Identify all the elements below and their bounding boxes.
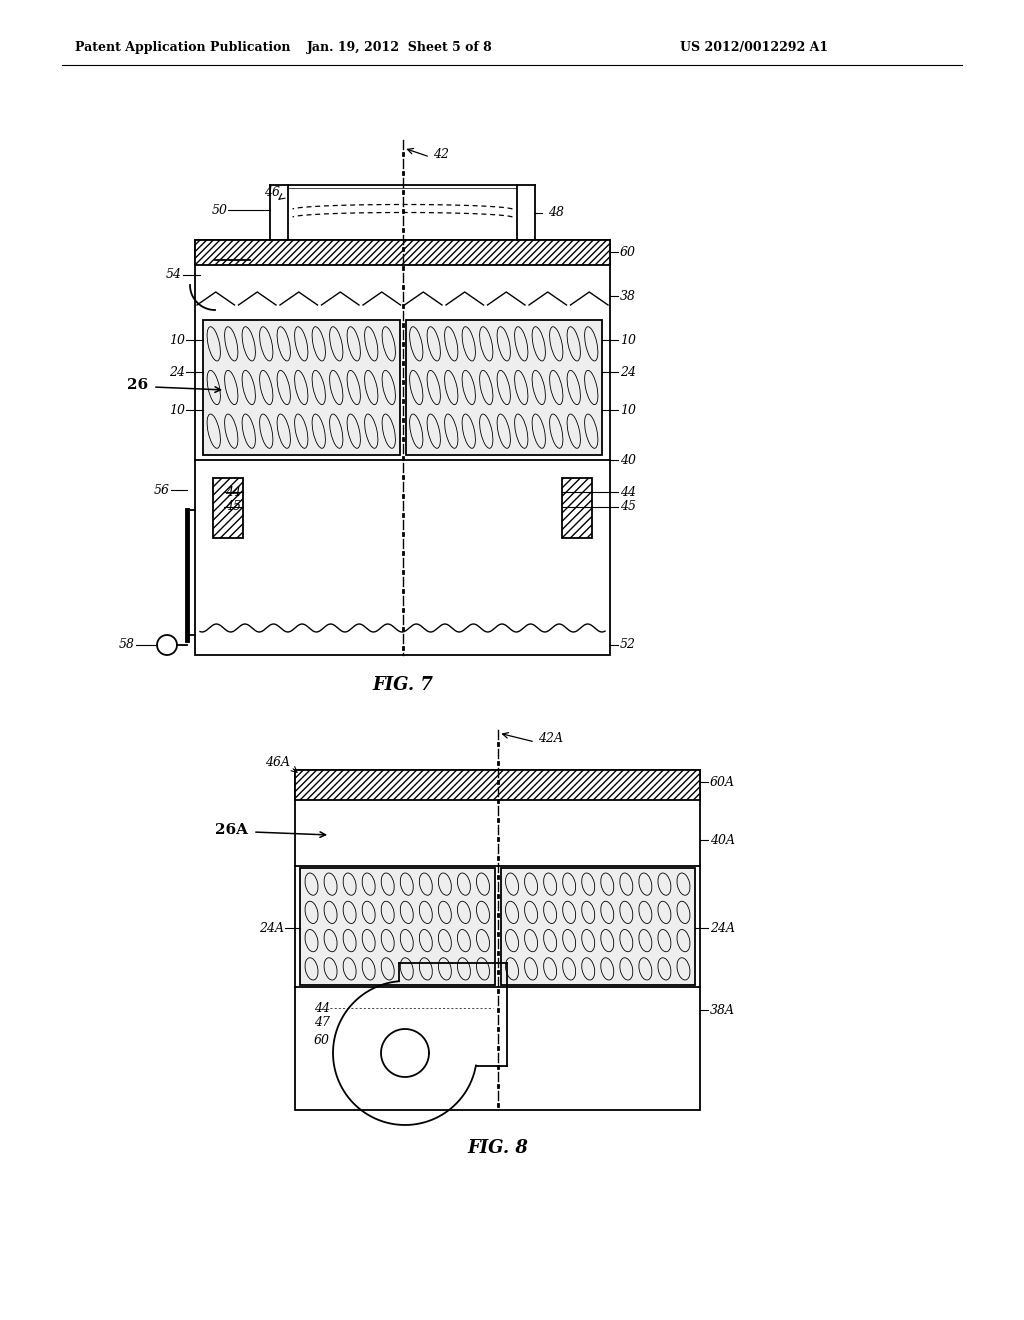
Text: 40: 40 (620, 454, 636, 466)
Text: 44: 44 (620, 486, 636, 499)
Text: 48: 48 (548, 206, 564, 219)
Text: 56: 56 (154, 483, 170, 496)
Text: 10: 10 (620, 404, 636, 417)
Text: 58: 58 (119, 639, 135, 652)
Text: FIG. 7: FIG. 7 (372, 676, 433, 694)
Text: 60A: 60A (710, 776, 735, 788)
Bar (501, 869, 695, 985)
Text: 44: 44 (225, 486, 241, 499)
Text: 47: 47 (314, 1015, 330, 1028)
Text: 10: 10 (169, 404, 185, 417)
Text: 60: 60 (314, 1034, 330, 1047)
Bar (300, 869, 495, 985)
Text: 42: 42 (433, 148, 449, 161)
Text: US 2012/0012292 A1: US 2012/0012292 A1 (680, 41, 828, 54)
Bar (406, 319, 602, 455)
Text: Jan. 19, 2012  Sheet 5 of 8: Jan. 19, 2012 Sheet 5 of 8 (307, 41, 493, 54)
Bar (295, 770, 700, 800)
Text: 46A: 46A (265, 755, 290, 768)
Text: FIG. 8: FIG. 8 (467, 1139, 528, 1158)
Bar (195, 240, 610, 265)
Text: 38A: 38A (710, 1003, 735, 1016)
Text: Patent Application Publication: Patent Application Publication (75, 41, 291, 54)
Text: 24A: 24A (710, 921, 735, 935)
Text: 24: 24 (169, 366, 185, 379)
Bar (203, 319, 399, 455)
Bar (213, 478, 243, 539)
Text: 10: 10 (620, 334, 636, 346)
Text: 54: 54 (166, 268, 182, 281)
Text: 38: 38 (620, 289, 636, 302)
Text: 46: 46 (264, 186, 280, 198)
Text: 60: 60 (620, 246, 636, 259)
Bar (562, 478, 592, 539)
Text: 50: 50 (212, 203, 228, 216)
Text: 10: 10 (169, 334, 185, 346)
Text: 24A: 24A (259, 921, 284, 935)
Text: 45: 45 (620, 500, 636, 513)
Text: 26: 26 (127, 378, 148, 392)
Text: 52: 52 (620, 639, 636, 652)
Text: 24: 24 (620, 366, 636, 379)
Text: 45: 45 (225, 500, 241, 513)
Text: 42A: 42A (538, 733, 563, 746)
Text: 26A: 26A (215, 822, 248, 837)
Text: 40A: 40A (710, 833, 735, 846)
Text: 44: 44 (314, 1002, 330, 1015)
